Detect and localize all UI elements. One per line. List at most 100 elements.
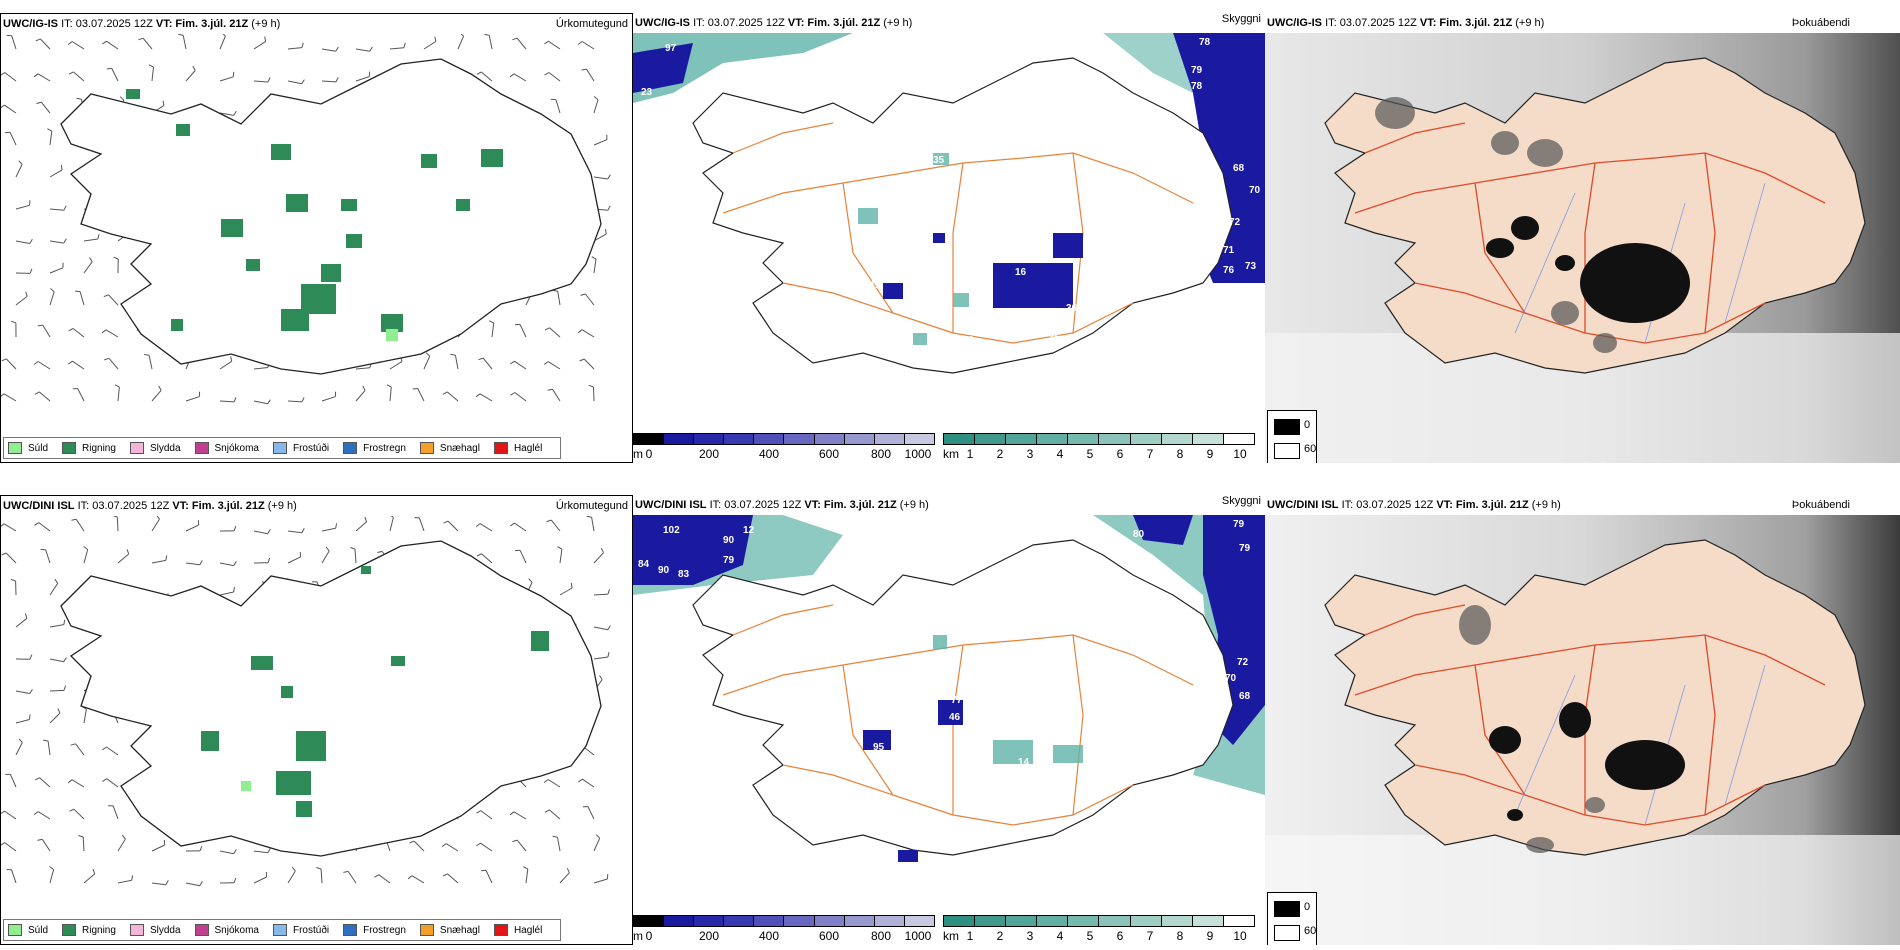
legend-item: Snjókoma bbox=[194, 442, 259, 454]
legend-item: Snæhagl bbox=[419, 442, 480, 454]
visibility-value-label: 41 bbox=[933, 145, 945, 156]
height-scale-bar bbox=[633, 433, 935, 445]
legend-item: Haglél bbox=[493, 442, 542, 454]
fog-key-swatch bbox=[1274, 443, 1300, 459]
visibility-scale-tick: 4 bbox=[1056, 929, 1064, 943]
fog-key-label: 60 bbox=[1304, 925, 1317, 937]
visibility-value-label: 83 bbox=[678, 569, 690, 580]
visibility-scale-tick: 2 bbox=[996, 447, 1004, 461]
legend-item: Rigning bbox=[62, 924, 116, 936]
panel-header: UWC/DINI ISL IT: 03.07.2025 12Z VT: Fim.… bbox=[635, 499, 929, 511]
fog-key-label: 0 bbox=[1304, 419, 1311, 431]
visibility-panel-row2: UWC/DINI ISL IT: 03.07.2025 12Z VT: Fim.… bbox=[633, 495, 1265, 945]
visibility-scale-tick: 8 bbox=[1176, 929, 1184, 943]
panel-header: UWC/IG-IS IT: 03.07.2025 12Z VT: Fim. 3.… bbox=[3, 18, 281, 30]
visibility-value-label: 84 bbox=[638, 559, 650, 570]
iceland-fog-map bbox=[1265, 515, 1900, 945]
legend-swatch bbox=[493, 924, 508, 936]
legend-item: Frostregn bbox=[343, 924, 406, 936]
visibility-scale-tick: 8 bbox=[1176, 447, 1184, 461]
road-network bbox=[1354, 122, 1826, 344]
visibility-scale-tick: 7 bbox=[1146, 929, 1154, 943]
visibility-scale-tick: 1 bbox=[966, 447, 974, 461]
visibility-value-label: 68 bbox=[1239, 691, 1251, 702]
visibility-scale-tick: 2 bbox=[996, 929, 1004, 943]
height-scale-tick: 400 bbox=[758, 929, 780, 943]
fog-areas bbox=[1486, 216, 1690, 323]
visibility-value-label: 90 bbox=[658, 565, 670, 576]
visibility-scale-tick: 5 bbox=[1086, 447, 1094, 461]
legend-item: Frostúði bbox=[272, 924, 329, 936]
legend-swatch bbox=[194, 442, 209, 454]
visibility-value-label: 39 bbox=[1033, 230, 1045, 241]
visibility-scale-tick: 9 bbox=[1206, 929, 1214, 943]
height-scale-tick: 800 bbox=[870, 447, 892, 461]
height-scale-unit: m bbox=[633, 447, 643, 461]
visibility-value-label: 79 bbox=[723, 555, 735, 566]
low-visibility-areas bbox=[863, 700, 963, 862]
legend-item: Frostúði bbox=[272, 442, 329, 454]
road-network bbox=[722, 604, 1194, 826]
panel-title: Þokuábendi bbox=[1791, 17, 1850, 29]
panel-header: UWC/IG-IS IT: 03.07.2025 12Z VT: Fim. 3.… bbox=[1267, 17, 1545, 29]
legend-swatch bbox=[343, 924, 358, 936]
iceland-fog-map bbox=[1265, 33, 1900, 463]
legend-swatch bbox=[419, 924, 434, 936]
visibility-value-label: 24 bbox=[901, 837, 913, 848]
legend-swatch bbox=[8, 442, 22, 454]
visibility-value-label: 80 bbox=[1201, 721, 1213, 732]
visibility-scale-tick: 5 bbox=[1086, 929, 1094, 943]
legend-item: Haglél bbox=[493, 924, 542, 936]
fog-key-label: 60 bbox=[1304, 443, 1317, 455]
panel-header: UWC/IG-IS IT: 03.07.2025 12Z VT: Fim. 3.… bbox=[635, 17, 913, 29]
panel-title: Þokuábendi bbox=[1791, 499, 1850, 511]
visibility-value-label: 97 bbox=[665, 43, 677, 54]
legend-swatch bbox=[272, 924, 287, 936]
panel-title: Skyggni bbox=[1221, 495, 1261, 507]
visibility-value-label: 78 bbox=[1191, 81, 1203, 92]
visibility-scale-tick: 4 bbox=[1056, 447, 1064, 461]
visibility-scale-tick: 1 bbox=[966, 929, 974, 943]
visibility-value-label: 79 bbox=[1239, 543, 1251, 554]
visibility-value-label: 70 bbox=[1225, 673, 1237, 684]
legend-swatch bbox=[419, 442, 434, 454]
fog-key: 0 60 bbox=[1267, 410, 1317, 463]
height-scale-unit: m bbox=[633, 929, 643, 943]
iceland-precip-map bbox=[1, 516, 611, 887]
legend-swatch bbox=[493, 442, 508, 454]
visibility-value-label: 203 bbox=[871, 270, 888, 281]
visibility-panel-row1: UWC/IG-IS IT: 03.07.2025 12Z VT: Fim. 3.… bbox=[633, 13, 1265, 463]
visibility-value-label: 79 bbox=[1233, 519, 1245, 530]
fog-areas bbox=[1489, 702, 1685, 821]
legend-item: Snjókoma bbox=[194, 924, 259, 936]
visibility-value-label: 29 bbox=[905, 351, 917, 362]
fog-key-swatch bbox=[1274, 419, 1300, 435]
iceland-coastline bbox=[60, 540, 602, 857]
panel-title: Skyggni bbox=[1221, 13, 1261, 25]
legend-item: Slydda bbox=[129, 924, 181, 936]
visibility-value-label: 16 bbox=[1015, 267, 1027, 278]
height-scale-tick: 600 bbox=[818, 929, 840, 943]
visibility-value-label: 71 bbox=[1223, 245, 1235, 256]
visibility-scale-tick: 6 bbox=[1116, 447, 1124, 461]
legend-swatch bbox=[8, 924, 22, 936]
panel-title: Úrkomutegund bbox=[555, 500, 628, 512]
visibility-value-label: 41 bbox=[869, 280, 881, 291]
legend-item: Súld bbox=[8, 442, 48, 454]
fog-key-label: 0 bbox=[1304, 901, 1311, 913]
legend-item: Slydda bbox=[129, 442, 181, 454]
fog-key: 0 60 bbox=[1267, 892, 1317, 945]
height-scale-tick: 1000 bbox=[904, 447, 932, 461]
height-scale-tick: 0 bbox=[645, 447, 653, 461]
height-scale-tick: 400 bbox=[758, 447, 780, 461]
visibility-scale: km 1 2 3 4 5 6 7 8 9 10 bbox=[943, 915, 1258, 945]
precip-type-panel-row1: UWC/IG-IS IT: 03.07.2025 12Z VT: Fim. 3.… bbox=[0, 13, 633, 463]
visibility-scale-tick: 7 bbox=[1146, 447, 1154, 461]
visibility-value-label: 78 bbox=[1199, 37, 1211, 48]
iceland-coastline bbox=[60, 58, 602, 375]
precip-legend: Súld Rigning Slydda Snjókoma Frostúði Fr… bbox=[3, 919, 562, 941]
visibility-value-label: 75 bbox=[1213, 659, 1225, 670]
legend-swatch bbox=[343, 442, 358, 454]
panel-header: UWC/DINI ISL IT: 03.07.2025 12Z VT: Fim.… bbox=[1267, 499, 1561, 511]
fog-key-swatch bbox=[1274, 925, 1300, 941]
